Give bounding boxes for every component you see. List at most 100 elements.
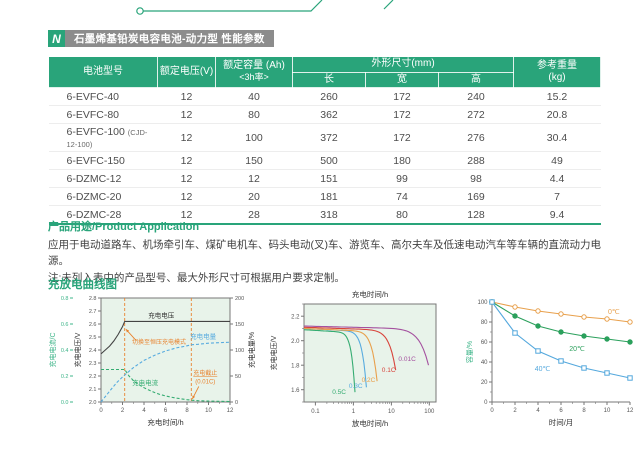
cell-voltage: 12 <box>157 87 216 106</box>
svg-text:40: 40 <box>481 360 488 366</box>
svg-text:20℃: 20℃ <box>569 346 585 353</box>
table-row: 6-DZMC-12 12 12 151 99 98 4.4 <box>48 169 601 188</box>
svg-text:200: 200 <box>235 296 244 302</box>
cell-width: 99 <box>365 169 439 188</box>
cell-voltage: 12 <box>157 187 216 206</box>
svg-text:0: 0 <box>484 400 488 406</box>
svg-text:2.5: 2.5 <box>89 335 97 341</box>
cell-height: 240 <box>438 87 514 106</box>
svg-text:100: 100 <box>424 409 435 415</box>
svg-text:10: 10 <box>388 409 395 415</box>
svg-text:充电电量/%: 充电电量/% <box>247 332 256 368</box>
cell-length: 318 <box>292 205 366 225</box>
svg-text:0: 0 <box>99 408 103 414</box>
table-row: 6-DZMC-28 12 28 318 80 128 9.4 <box>48 205 601 225</box>
lightning-n-icon: N <box>48 30 65 47</box>
svg-text:2.8: 2.8 <box>89 296 97 302</box>
cell-weight: 49 <box>513 151 601 170</box>
svg-text:100: 100 <box>235 348 244 354</box>
cell-capacity: 28 <box>215 205 293 225</box>
svg-text:0.4: 0.4 <box>61 348 69 354</box>
spec-table-header: 电池型号 额定电压(V) 额定容量 (Ah) <3h率> 外形尺寸(mm) 参考… <box>48 56 602 88</box>
cell-length: 260 <box>292 87 366 106</box>
cell-voltage: 12 <box>157 151 216 170</box>
battery-spec-table: 电池型号 额定电压(V) 额定容量 (Ah) <3h率> 外形尺寸(mm) 参考… <box>48 56 602 225</box>
product-application-section: 产品用途/Product Application 应用于电动道路车、机场牵引车、… <box>48 218 604 286</box>
cell-model: 6-DZMC-28 <box>48 205 158 225</box>
table-row: 6-EVFC-40 12 40 260 172 240 15.2 <box>48 87 601 106</box>
svg-text:2.4: 2.4 <box>89 348 97 354</box>
svg-text:0.1: 0.1 <box>311 409 320 415</box>
svg-text:4: 4 <box>536 408 540 414</box>
application-title: 产品用途/Product Application <box>48 221 200 233</box>
svg-text:50: 50 <box>235 374 241 380</box>
cell-length: 372 <box>292 123 366 152</box>
spec-table-body: 6-EVFC-40 12 40 260 172 240 15.2 6-EVFC-80 12 80 3… <box>48 87 601 225</box>
charge-curve-chart: 0 2 4 6 8 10 12 充电时间/h 2.0 2.1 2.2 2.3 2.4 2.5 2.6 2.7 2… <box>48 296 256 427</box>
svg-text:充电电压/V: 充电电压/V <box>269 335 278 370</box>
svg-text:8: 8 <box>185 408 189 414</box>
cell-height: 98 <box>438 169 514 188</box>
cell-weight: 4.4 <box>513 169 601 188</box>
page-title: 石墨烯基铅炭电容电池-动力型 性能参数 <box>65 30 274 47</box>
svg-text:12: 12 <box>627 408 634 414</box>
svg-text:2.2: 2.2 <box>291 314 300 320</box>
svg-text:(0.01C): (0.01C) <box>195 379 215 385</box>
table-row: 6-EVFC-100 (CJD-12-100) 12 100 372 172 276 30.… <box>48 123 601 152</box>
cell-model: 6-EVFC-100 (CJD-12-100) <box>48 123 158 152</box>
cell-width: 180 <box>365 151 439 170</box>
svg-text:0.6: 0.6 <box>61 322 69 328</box>
svg-text:2.2: 2.2 <box>89 374 97 380</box>
cell-model: 6-EVFC-150 <box>48 151 158 170</box>
cell-weight: 15.2 <box>513 87 601 106</box>
svg-text:充电电压/V: 充电电压/V <box>73 332 82 367</box>
cell-height: 169 <box>438 187 514 206</box>
cell-weight: 9.4 <box>513 205 601 225</box>
svg-text:0.2: 0.2 <box>61 374 69 380</box>
col-header-length: 长 <box>292 72 366 88</box>
cell-height: 276 <box>438 123 514 152</box>
cell-length: 181 <box>292 187 366 206</box>
svg-text:充电截止: 充电截止 <box>193 369 217 377</box>
svg-text:12: 12 <box>227 408 234 414</box>
svg-text:2: 2 <box>513 408 517 414</box>
table-row: 6-EVFC-80 12 80 362 172 272 20.8 <box>48 105 601 124</box>
svg-text:100: 100 <box>477 300 488 306</box>
svg-text:0.2C: 0.2C <box>362 377 376 384</box>
svg-text:充电时间/h: 充电时间/h <box>352 289 388 299</box>
cell-height: 128 <box>438 205 514 225</box>
svg-text:6: 6 <box>559 408 563 414</box>
svg-text:切换至恒压充电模式: 切换至恒压充电模式 <box>132 338 186 346</box>
svg-text:2.6: 2.6 <box>89 322 97 328</box>
cell-capacity: 12 <box>215 169 293 188</box>
cell-capacity: 100 <box>215 123 293 152</box>
svg-text:容量/%: 容量/% <box>465 341 474 363</box>
svg-text:10: 10 <box>604 408 611 414</box>
svg-text:1.8: 1.8 <box>291 363 300 369</box>
cell-capacity: 20 <box>215 187 293 206</box>
svg-text:0.8: 0.8 <box>61 296 69 302</box>
table-row: 6-EVFC-150 12 150 500 180 288 49 <box>48 151 601 170</box>
cell-capacity: 150 <box>215 151 293 170</box>
svg-text:0: 0 <box>235 400 238 406</box>
cell-height: 288 <box>438 151 514 170</box>
charts-row: 0 2 4 6 8 10 12 充电时间/h 2.0 2.1 2.2 2.3 2.4 2.5 2.6 2.7 2… <box>44 288 640 438</box>
svg-text:2.3: 2.3 <box>89 361 97 367</box>
svg-text:0.01C: 0.01C <box>398 356 416 363</box>
svg-text:4: 4 <box>142 408 146 414</box>
cell-voltage: 12 <box>157 169 216 188</box>
col-header-height: 高 <box>437 72 515 88</box>
table-row: 6-DZMC-20 12 20 181 74 169 7 <box>48 187 601 206</box>
circuit-trace-decoration <box>136 0 394 15</box>
cell-width: 74 <box>365 187 439 206</box>
svg-text:40℃: 40℃ <box>535 366 551 373</box>
svg-text:充电时间/h: 充电时间/h <box>147 417 183 427</box>
cell-width: 172 <box>365 105 439 124</box>
col-header-model: 电池型号 <box>48 56 158 88</box>
cell-voltage: 12 <box>157 105 216 124</box>
svg-text:2.0: 2.0 <box>291 339 300 345</box>
svg-text:0℃: 0℃ <box>608 309 620 316</box>
svg-text:10: 10 <box>205 408 212 414</box>
col-header-dimensions: 外形尺寸(mm) <box>291 56 515 73</box>
